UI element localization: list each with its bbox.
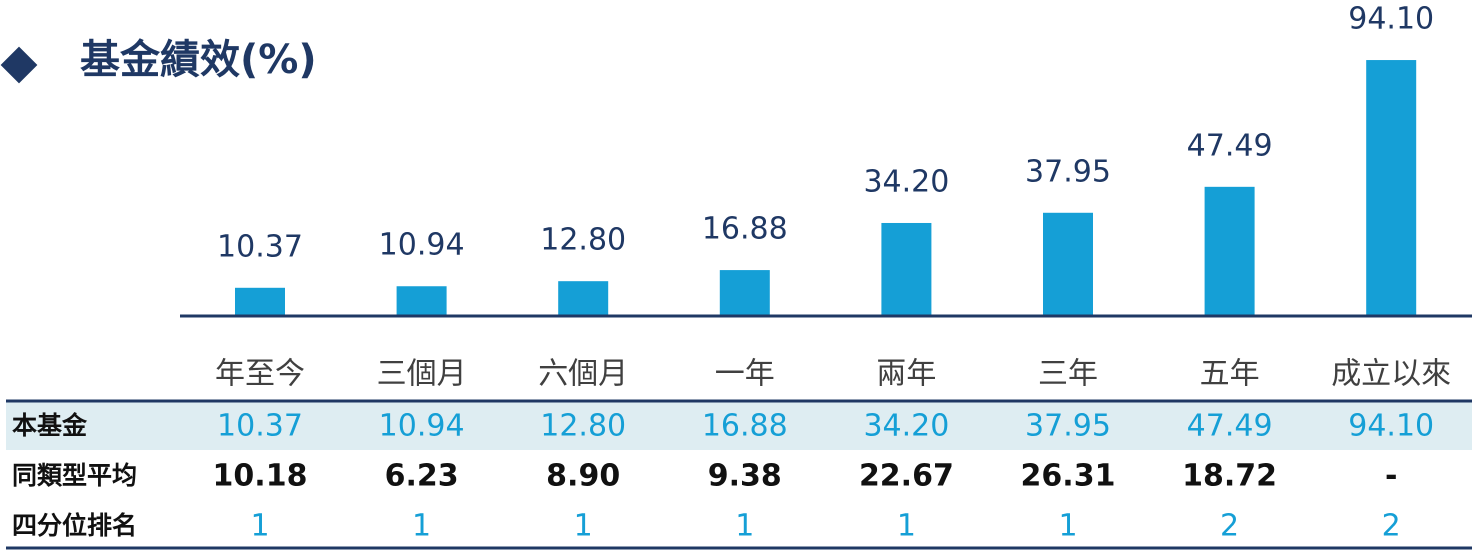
bar bbox=[1366, 60, 1417, 316]
bar bbox=[235, 287, 285, 316]
x-tick-label: 三個月 bbox=[377, 357, 467, 392]
bar bbox=[558, 281, 609, 316]
table-cell: 34.20 bbox=[863, 409, 949, 444]
table-cell: 12.80 bbox=[540, 409, 626, 444]
x-tick-label: 年至今 bbox=[215, 357, 305, 392]
bar bbox=[1043, 212, 1093, 316]
row-label: 四分位排名 bbox=[12, 511, 137, 540]
table-cell: 2 bbox=[1220, 509, 1239, 544]
table-cell: 1 bbox=[250, 509, 269, 544]
data-label: 10.94 bbox=[379, 228, 465, 263]
bar bbox=[396, 286, 447, 316]
data-label: 10.37 bbox=[217, 229, 303, 264]
table-cell: 22.67 bbox=[859, 459, 954, 494]
x-tick-label: 三年 bbox=[1038, 357, 1098, 392]
table-cell: 1 bbox=[897, 509, 916, 544]
bar bbox=[719, 270, 770, 316]
fund-row-bg bbox=[6, 402, 1472, 450]
table-cell: - bbox=[1385, 459, 1397, 494]
x-tick-label: 一年 bbox=[715, 357, 775, 392]
data-label: 47.49 bbox=[1187, 128, 1273, 163]
bar bbox=[1204, 186, 1255, 316]
table-cell: 6.23 bbox=[385, 459, 459, 494]
table-cell: 18.72 bbox=[1182, 459, 1277, 494]
bar bbox=[881, 222, 932, 316]
table-cell: 10.37 bbox=[217, 409, 303, 444]
table-cell: 2 bbox=[1382, 509, 1401, 544]
x-tick-label: 兩年 bbox=[876, 357, 936, 392]
data-label: 37.95 bbox=[1025, 154, 1111, 189]
table-cell: 47.49 bbox=[1187, 409, 1273, 444]
x-tick-label: 六個月 bbox=[538, 357, 628, 392]
table-cell: 9.38 bbox=[708, 459, 782, 494]
table-cell: 94.10 bbox=[1348, 409, 1434, 444]
table-cell: 1 bbox=[412, 509, 431, 544]
row-label: 同類型平均 bbox=[12, 461, 137, 490]
table-cell: 26.31 bbox=[1021, 459, 1116, 494]
table-cell: 1 bbox=[735, 509, 754, 544]
x-tick-label: 五年 bbox=[1200, 357, 1260, 392]
chart-title: 基金績效(%) bbox=[80, 37, 317, 83]
table-cell: 37.95 bbox=[1025, 409, 1111, 444]
table-cell: 16.88 bbox=[702, 409, 788, 444]
data-label: 12.80 bbox=[540, 223, 626, 258]
table-cell: 10.94 bbox=[379, 409, 465, 444]
title-diamond bbox=[0, 46, 38, 84]
table-cell: 1 bbox=[574, 509, 593, 544]
table-cell: 1 bbox=[1058, 509, 1077, 544]
data-label: 34.20 bbox=[863, 164, 949, 199]
x-tick-label: 成立以來 bbox=[1331, 357, 1451, 392]
data-label: 94.10 bbox=[1348, 2, 1434, 37]
table-cell: 8.90 bbox=[546, 459, 620, 494]
data-label: 16.88 bbox=[702, 212, 788, 247]
row-label: 本基金 bbox=[12, 411, 88, 440]
table-cell: 10.18 bbox=[213, 459, 308, 494]
